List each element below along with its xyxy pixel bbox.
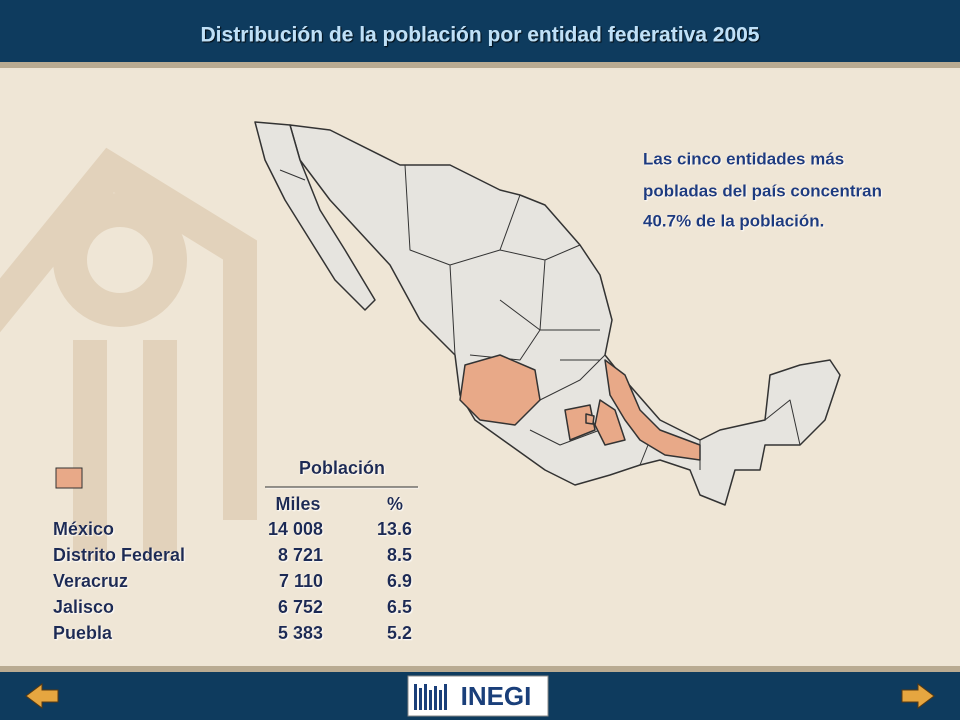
map-jalisco [459, 354, 541, 426]
row-label: Puebla [53, 623, 113, 643]
row-label: Veracruz [53, 571, 128, 591]
map-df [585, 413, 595, 425]
map-puebla [594, 399, 626, 446]
column-header: Miles [275, 494, 320, 514]
map-baja [254, 121, 376, 311]
annotation-line: pobladas del país concentran [643, 181, 882, 200]
map [254, 121, 841, 506]
annotation-line: Las cinco entidades más [643, 149, 844, 168]
slide-title: Distribución de la población por entidad… [201, 24, 760, 47]
logo-mark [414, 684, 447, 710]
row-label: Distrito Federal [53, 545, 185, 565]
cell-miles: 7 110 [279, 571, 323, 591]
annotation-line: 40.7% de la población. [643, 211, 824, 230]
cell-percent: 13.6 [377, 519, 412, 539]
cell-miles: 6 752 [278, 597, 323, 617]
table-group-header: Población [299, 458, 385, 478]
row-label: Jalisco [53, 597, 114, 617]
cell-miles: 14 008 [268, 519, 323, 539]
cell-miles: 5 383 [278, 623, 323, 643]
column-header: % [387, 494, 403, 514]
cell-percent: 6.5 [387, 597, 412, 617]
cell-percent: 5.2 [387, 623, 412, 643]
next-arrow[interactable] [901, 683, 935, 709]
header-bar [0, 0, 960, 62]
cell-miles: 8 721 [278, 545, 323, 565]
cell-percent: 8.5 [387, 545, 412, 565]
row-label: México [53, 519, 114, 539]
header-rule [0, 62, 960, 68]
logo-text: INEGI [461, 681, 532, 711]
footer-rule [0, 666, 960, 672]
previous-arrow[interactable] [25, 683, 59, 709]
map-veracruz [604, 359, 701, 461]
map-mainland [289, 124, 841, 506]
cell-percent: 6.9 [387, 571, 412, 591]
legend-swatch [55, 467, 83, 489]
annotation: Las cinco entidades más pobladas del paí… [643, 149, 882, 230]
background-house [0, 147, 257, 560]
table: Población Miles % México 14 008 13.6 Distri… [53, 458, 418, 643]
